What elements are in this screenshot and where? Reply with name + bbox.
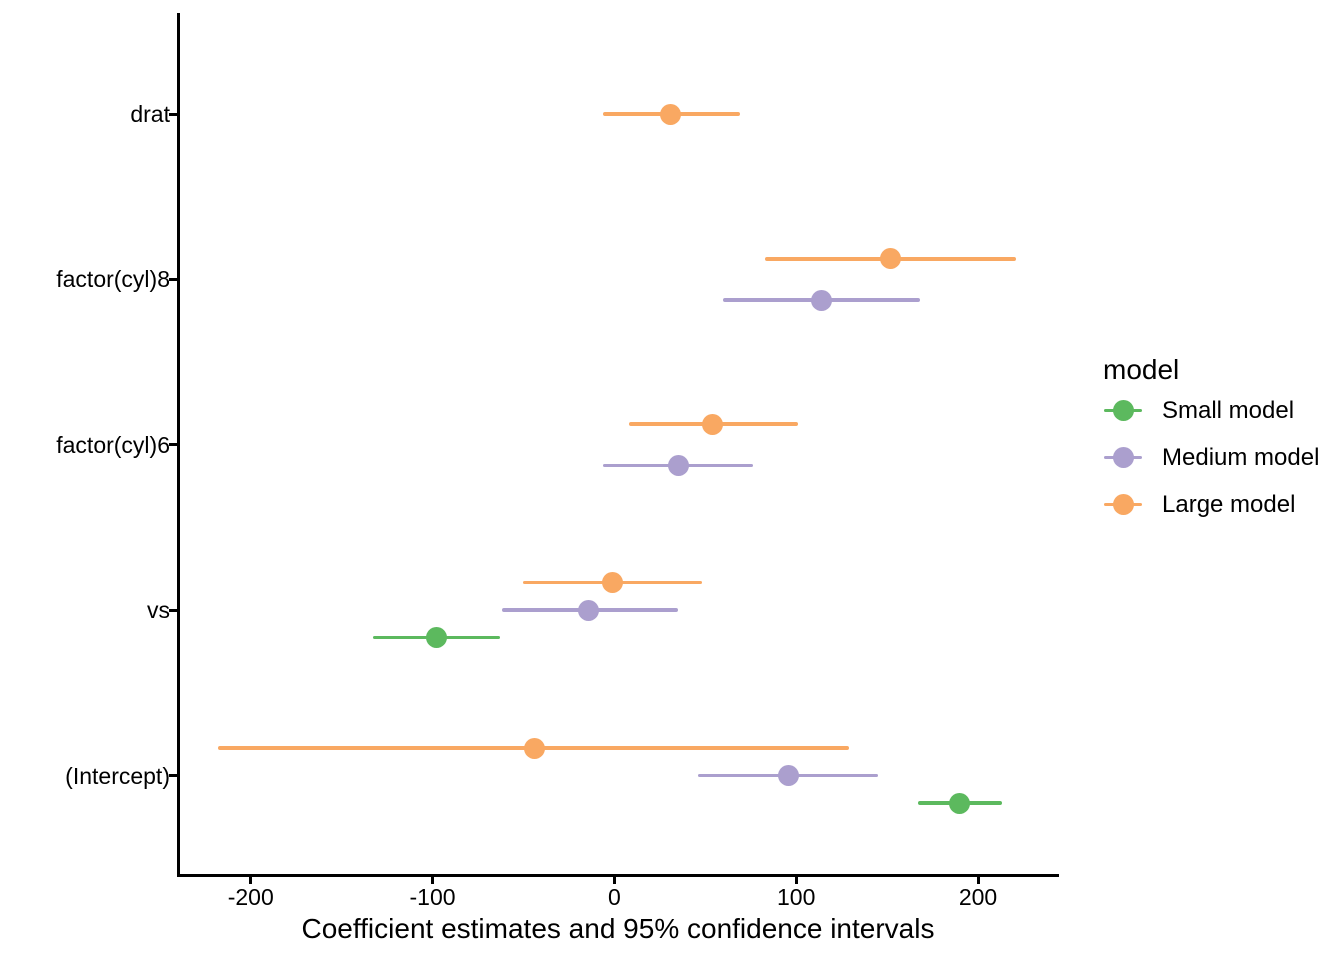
x-axis-tick-label: 0	[607, 884, 621, 910]
point-medium-model-intercept	[778, 765, 800, 787]
legend-key-medium-model	[1103, 434, 1143, 481]
x-axis-title: Coefficient estimates and 95% confidence…	[301, 913, 935, 944]
y-axis-tick-intercept	[169, 774, 178, 778]
y-axis-label-intercept: (Intercept)	[65, 762, 170, 789]
legend-title: model	[1103, 354, 1180, 385]
y-axis-tick-drat	[169, 112, 178, 116]
point-medium-model-factor-cyl-6	[667, 454, 689, 476]
point-small-model-vs	[425, 627, 447, 649]
legend-item-label: Large model	[1162, 491, 1296, 518]
legend: model Small model Medium model Large mod…	[1103, 353, 1343, 528]
legend-key-small-model	[1103, 387, 1143, 434]
x-axis-tick-label: -200	[227, 884, 274, 910]
x-axis-tick-200	[249, 875, 253, 884]
legend-item-large-model: Large model	[1103, 481, 1343, 528]
point-large-model-intercept	[523, 737, 545, 759]
x-axis-tick-label: -100	[409, 884, 456, 910]
point-medium-model-factor-cyl-8	[811, 289, 833, 311]
point-medium-model-vs	[578, 599, 600, 621]
point-large-model-drat	[660, 103, 682, 125]
point-large-model-vs	[602, 572, 624, 594]
x-axis-tick-100	[431, 875, 435, 884]
legend-item-label: Small model	[1162, 397, 1295, 424]
x-axis-tick-label: 200	[958, 884, 998, 910]
y-axis-label-vs: vs	[147, 597, 170, 624]
point-small-model-intercept	[949, 792, 971, 814]
x-axis-tick-200	[976, 875, 980, 884]
x-axis-line	[176, 873, 1059, 877]
x-axis-tick-label: 100	[776, 884, 816, 910]
y-axis-label-factor-cyl-8: factor(cyl)8	[56, 266, 170, 293]
y-axis-tick-factor-cyl-8	[169, 277, 178, 281]
x-axis-tick-100	[794, 875, 798, 884]
legend-key-large-model	[1103, 481, 1143, 528]
x-axis-tick-0	[612, 875, 616, 884]
y-axis-label-drat: drat	[130, 101, 170, 127]
y-axis-label-factor-cyl-6: factor(cyl)6	[56, 431, 170, 458]
legend-key-dot-icon	[1112, 447, 1134, 468]
legend-key-dot-icon	[1112, 400, 1134, 421]
legend-item-label: Medium model	[1162, 444, 1320, 471]
point-large-model-factor-cyl-8	[880, 248, 902, 270]
legend-item-small-model: Small model	[1103, 387, 1343, 434]
legend-key-dot-icon	[1112, 494, 1134, 515]
y-axis-tick-vs	[169, 608, 178, 612]
y-axis-line	[176, 13, 180, 876]
legend-item-medium-model: Medium model	[1103, 434, 1343, 481]
point-large-model-factor-cyl-6	[702, 413, 724, 435]
y-axis-tick-factor-cyl-6	[169, 443, 178, 447]
